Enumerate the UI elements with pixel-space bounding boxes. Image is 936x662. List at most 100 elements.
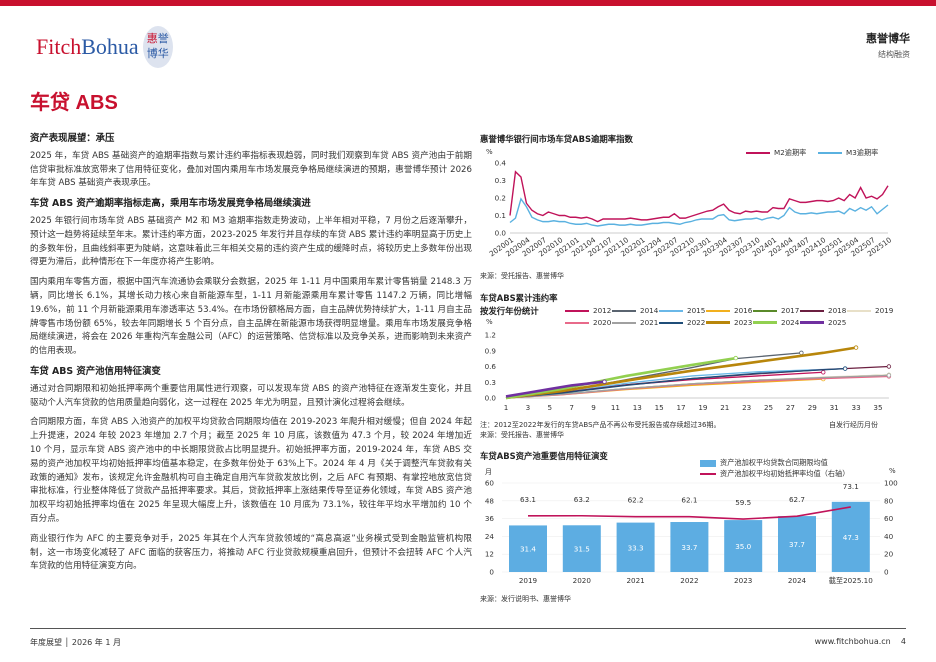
line-data-label: 73.1 [843, 482, 859, 491]
series-end-marker-2025 [602, 379, 607, 384]
y-right-tick-label: 40 [884, 532, 894, 541]
x-tick-label: 2023 [734, 576, 752, 585]
x-tick-label: 3 [526, 403, 531, 412]
chart1-legend-m2: M2逾期率 [746, 148, 806, 158]
y-right-tick-label: 0 [884, 568, 889, 577]
page-number: 4 [900, 637, 906, 646]
bar-2023 [724, 520, 763, 572]
paragraph: 国内乘用车零售方面，根据中国汽车流通协会乘联分会数据，2025 年 1-11 月… [30, 277, 472, 357]
body-text: 资产表现展望：承压 2025 年，车贷 ABS 基础资产的逾期率指数与累计违约率… [30, 132, 472, 580]
y-tick-label: 0.1 [495, 211, 506, 220]
bar-2021 [616, 522, 655, 572]
line-data-label: 62.1 [681, 496, 697, 505]
legend-item-2022: 2022 [659, 318, 706, 327]
chart2-source: 来源：受托报告、惠誉博华 [480, 431, 564, 439]
footer-report-info: 年度展望 │ 2026 年 1 月 [30, 638, 121, 647]
chart3-legend-bar: 资产池加权平均贷款合同期限均值 [700, 458, 828, 468]
x-tick-label: 9 [591, 403, 596, 412]
logo-seal: 惠誉 博华 [142, 26, 173, 68]
series-line-M3逾期率 [509, 197, 889, 227]
series-end-marker-2024 [733, 355, 738, 361]
x-tick-label: 13 [633, 403, 642, 412]
series-end-marker-2022 [842, 366, 848, 371]
paragraph: 商业银行作为 AFC 的主要竞争对手，2025 年其在个人汽车贷款领域的“高息高… [30, 533, 472, 572]
bar-data-label: 31.5 [574, 545, 590, 554]
chart3-plot: 0 12 24 36 48 60 0 20 40 60 80 100 31.4 2019 63.1 31.5 2… [485, 479, 898, 586]
bar-2020 [562, 525, 601, 572]
fitchbohua-logo: FitchBohua 惠誉 博华 [36, 26, 173, 68]
line-data-label: 63.1 [520, 495, 536, 504]
legend-item-2023: 2023 [706, 318, 753, 327]
series-line-2023 [505, 346, 857, 400]
heading-pool-features: 车贷 ABS 资产池信用特征演变 [30, 365, 161, 377]
line-data-label: 62.7 [789, 495, 805, 504]
series-line-2024 [505, 356, 736, 400]
heading-outlook: 资产表现展望：承压 [30, 133, 115, 144]
x-tick-label: 截至2025.10 [829, 576, 874, 585]
chart1-ylabel: % [486, 148, 493, 156]
y-tick-label: 0.4 [495, 159, 507, 168]
bar-2024 [778, 516, 816, 572]
x-tick-label: 2021 [626, 576, 644, 585]
bar-data-label: 31.4 [520, 545, 536, 554]
series-end-marker-2012 [821, 370, 826, 375]
footer-url[interactable]: www.fitchbohua.cn [814, 637, 891, 646]
bar-2022 [670, 522, 709, 572]
chart2-legend: 2012 2014 2015 2016 2017 2018 2019 2020 2021 2022… [565, 306, 894, 327]
y-left-tick-label: 36 [485, 514, 495, 523]
footer-right: www.fitchbohua.cn 4 [815, 637, 906, 646]
x-tick-label: 15 [655, 403, 664, 412]
x-tick-label: 21 [720, 403, 729, 412]
y-left-tick-label: 12 [485, 550, 494, 559]
series-end-marker-2014 [799, 350, 804, 356]
chart1-plot: 0.00.10.20.30.42020012020042020072020102… [488, 159, 894, 259]
bar-截至2025.10 [831, 501, 870, 572]
chart2-subtitle: 按发行年份统计 [480, 306, 539, 316]
y-right-tick-label: 100 [884, 479, 898, 488]
bar-data-label: 33.3 [628, 543, 644, 552]
x-tick-label: 35 [873, 403, 882, 412]
y-left-tick-label: 0 [489, 568, 494, 577]
x-tick-label: 31 [830, 403, 839, 412]
bar-data-label: 35.0 [735, 542, 751, 551]
x-tick-label: 27 [786, 403, 795, 412]
chart3-title: 车贷ABS资产池重要信用特征演变 [480, 451, 608, 461]
legend-item-2014: 2014 [612, 306, 659, 315]
legend-item-2016: 2016 [706, 306, 753, 315]
series-end-marker-2023 [853, 345, 859, 350]
line-data-label: 62.2 [628, 496, 644, 505]
x-tick-label: 5 [547, 403, 552, 412]
x-tick-label: 33 [852, 403, 861, 412]
y-tick-label: 0.0 [495, 229, 507, 238]
y-right-tick-label: 60 [884, 514, 894, 523]
legend-item-2024: 2024 [753, 318, 800, 327]
legend-item-2017: 2017 [753, 306, 800, 315]
legend-item-2021: 2021 [612, 318, 659, 327]
legend-item-2019: 2019 [847, 306, 894, 315]
x-tick-label: 2022 [680, 576, 698, 585]
legend-item-2012: 2012 [565, 306, 612, 315]
line-data-label: 59.5 [735, 498, 751, 507]
x-tick-label: 7 [569, 403, 574, 412]
paragraph: 合同期限方面，车贷 ABS 入池资产的加权平均贷款合同期限均值在 2019-20… [30, 417, 472, 524]
chart1-legend-m3: M3逾期率 [818, 148, 878, 158]
line-data-label: 63.2 [574, 495, 590, 504]
chart3-legend-line: 资产池加权平均初始抵押率均值（右轴） [700, 469, 849, 479]
series-end-marker-2018 [886, 364, 892, 369]
chart2-xlabel: 自发行经历月份 [829, 421, 878, 429]
page-title: 车贷 ABS [30, 92, 118, 114]
top-accent-bar [0, 0, 936, 6]
legend-item-2020: 2020 [565, 318, 612, 327]
legend-item-2015: 2015 [659, 306, 706, 315]
heading-delinquency: 车贷 ABS 资产逾期率指标走高，乘用车市场发展竞争格局继续演进 [30, 198, 311, 210]
paragraph: 2025 年银行间市场车贷 ABS 基础资产 M2 和 M3 逾期率指数走势波动… [30, 215, 472, 268]
x-tick-label: 29 [808, 403, 818, 412]
y-right-tick-label: 80 [884, 496, 894, 505]
bar-data-label: 47.3 [843, 533, 859, 542]
x-tick-label: 11 [611, 403, 620, 412]
y-tick-label: 1.2 [485, 331, 496, 340]
chart2-ylabel: % [486, 318, 493, 326]
x-tick-label: 23 [742, 403, 751, 412]
chart3-source: 来源：发行说明书、惠誉博华 [480, 595, 571, 603]
x-tick-label: 2020 [573, 576, 592, 585]
